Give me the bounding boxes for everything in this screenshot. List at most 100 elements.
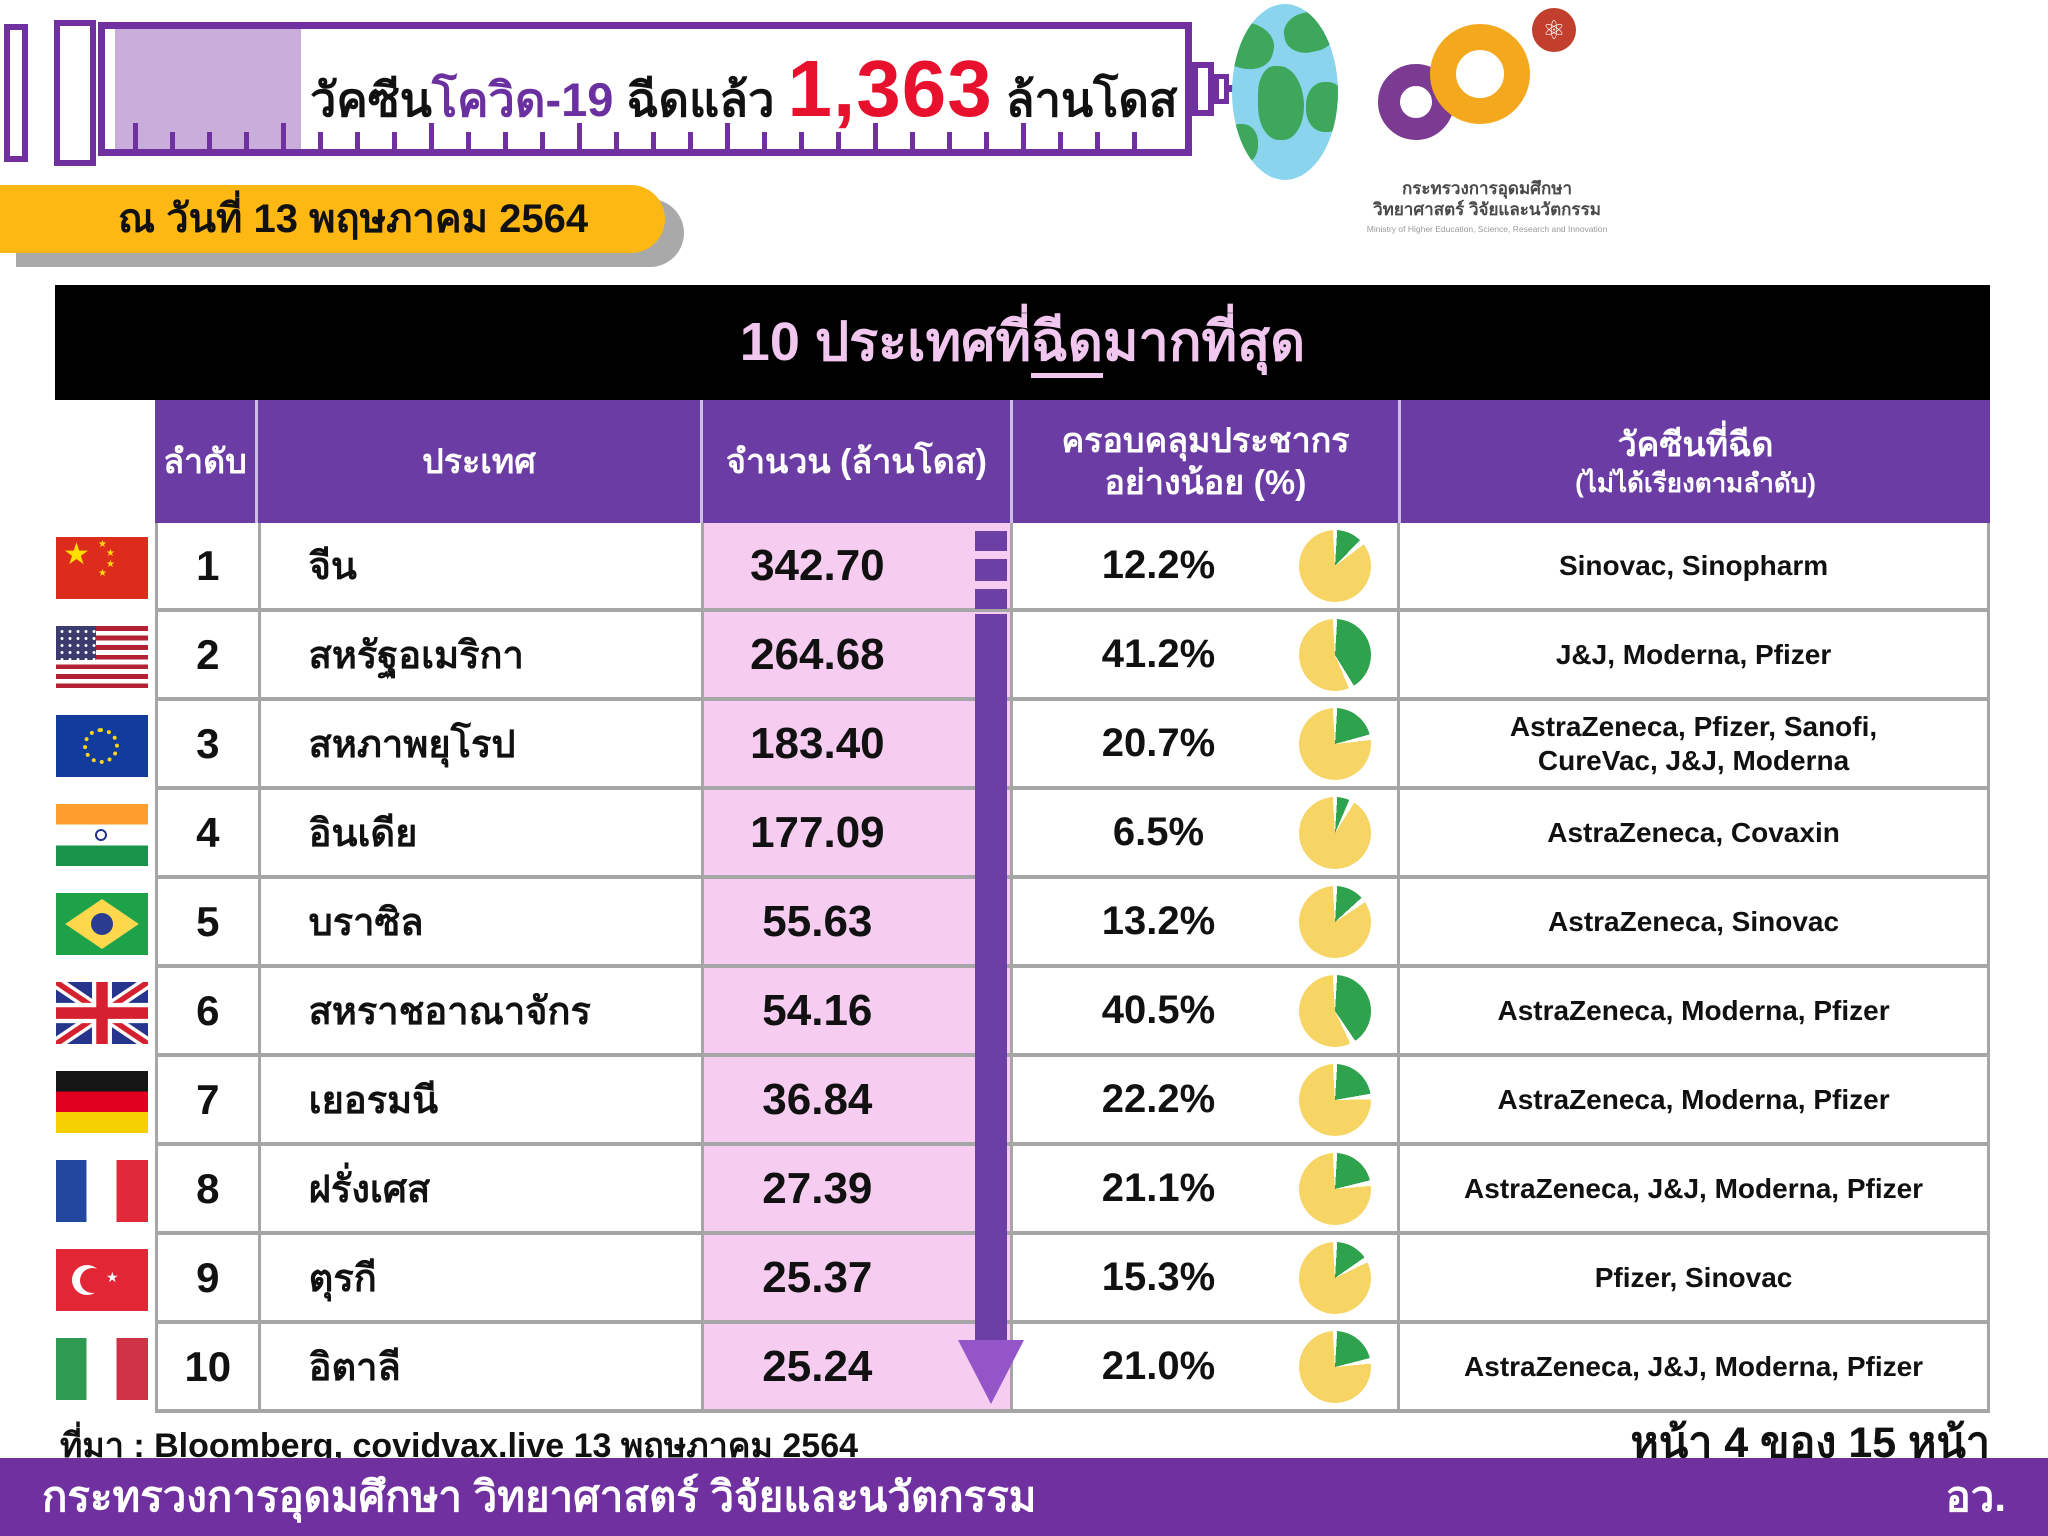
doses-cell: 27.39 xyxy=(701,1146,1011,1231)
column-header-vaccines-main: วัคซีนที่ฉีด xyxy=(1617,425,1774,464)
syringe-tick xyxy=(1095,132,1100,149)
column-header-doses: จำนวน (ล้านโดส) xyxy=(700,400,1010,523)
coverage-cell: 22.2% xyxy=(1010,1057,1397,1142)
title-middle: ฉีดแล้ว xyxy=(613,73,788,126)
date-banner: ณ วันที่ 13 พฤษภาคม 2564 xyxy=(0,185,665,253)
syringe-fill-level xyxy=(115,29,301,149)
syringe-tick xyxy=(910,132,915,149)
column-header-country: ประเทศ xyxy=(255,400,700,523)
coverage-cell: 6.5% xyxy=(1010,790,1397,875)
total-doses-number: 1,363 xyxy=(787,44,993,133)
coverage-pie-chart-icon xyxy=(1299,1241,1372,1314)
syringe-tick xyxy=(1058,132,1063,149)
syringe-tick xyxy=(873,123,878,149)
logo-thai-line2: วิทยาศาสตร์ วิจัยและนวัตกรรม xyxy=(1373,200,1601,219)
coverage-pie-chart-icon xyxy=(1299,796,1372,869)
country-cell: สหภาพยุโรป xyxy=(257,701,702,786)
table-row: 4 อินเดีย 177.09 6.5% AstraZeneca, Covaxin xyxy=(155,790,1990,879)
coverage-pie-chart-icon xyxy=(1299,1152,1372,1225)
logo-ministry-name: กระทรวงการอุดมศึกษา วิทยาศาสตร์ วิจัยและ… xyxy=(1352,178,1622,220)
coverage-percent: 20.7% xyxy=(1101,721,1216,765)
syringe-tick xyxy=(688,132,693,149)
vaccines-cell: J&J, Moderna, Pfizer xyxy=(1397,612,1987,697)
doses-cell: 25.37 xyxy=(701,1235,1011,1320)
rank-cell: 8 xyxy=(196,1164,220,1212)
column-header-coverage: ครอบคลุมประชากร อย่างน้อย (%) xyxy=(1010,400,1398,523)
table-row: 1 จีน 342.70 12.2% Sinovac, Sinopharm xyxy=(155,523,1990,612)
coverage-percent: 41.2% xyxy=(1101,632,1216,676)
syringe-tick xyxy=(466,132,471,149)
rank-cell: 6 xyxy=(196,986,220,1034)
syringe-tick xyxy=(1132,132,1137,149)
coverage-pie-chart-icon xyxy=(1299,529,1372,602)
flag-icon-cn: ★ ★ ★ ★ ★ xyxy=(56,537,148,599)
rank-cell: 10 xyxy=(184,1342,232,1390)
coverage-pie-chart-icon xyxy=(1299,885,1372,958)
syringe-tick xyxy=(725,123,730,149)
syringe-tick xyxy=(540,132,545,149)
descending-arrow-head-icon xyxy=(958,1340,1024,1404)
coverage-cell: 20.7% xyxy=(1010,701,1397,786)
globe-land-4 xyxy=(1306,82,1338,132)
country-cell: อินเดีย xyxy=(257,790,702,875)
arrow-dash-2 xyxy=(975,559,1007,581)
syringe-tick xyxy=(577,123,582,149)
coverage-pie-chart-icon xyxy=(1299,707,1372,780)
logo-thai-line1: กระทรวงการอุดมศึกษา xyxy=(1402,179,1572,198)
coverage-percent: 22.2% xyxy=(1101,1077,1216,1121)
column-header-vaccines-sub: (ไม่ได้เรียงตามลำดับ) xyxy=(1575,467,1816,498)
vaccines-cell: Pfizer, Sinovac xyxy=(1397,1235,1987,1320)
table-title-suffix: มากที่สุด xyxy=(1102,312,1306,372)
syringe-tick xyxy=(355,132,360,149)
coverage-cell: 21.1% xyxy=(1010,1146,1397,1231)
coverage-cell: 13.2% xyxy=(1010,879,1397,964)
syringe-hub-tip-icon xyxy=(1214,74,1229,104)
coverage-cell: 41.2% xyxy=(1010,612,1397,697)
syringe-barrel-banner: วัคซีนโควิด-19 ฉีดแล้ว 1,363 ล้านโดส xyxy=(98,22,1192,156)
syringe-tick xyxy=(799,132,804,149)
as-of-date: ณ วันที่ 13 พฤษภาคม 2564 xyxy=(118,197,589,241)
doses-cell: 36.84 xyxy=(701,1057,1011,1142)
column-header-vaccines: วัคซีนที่ฉีด (ไม่ได้เรียงตามลำดับ) xyxy=(1398,400,1990,523)
coverage-percent: 6.5% xyxy=(1112,810,1205,854)
vaccines-cell: AstraZeneca, Sinovac xyxy=(1397,879,1987,964)
earth-globe-icon xyxy=(1232,4,1338,180)
rank-cell: 3 xyxy=(196,719,220,767)
syringe-tick xyxy=(392,132,397,149)
syringe-tick xyxy=(947,132,952,149)
syringe-hub-icon xyxy=(1192,62,1214,116)
title-covid: โควิด-19 xyxy=(431,73,614,126)
syringe-tick xyxy=(133,123,138,149)
ministry-logo: ⚛ กระทรวงการอุดมศึกษา วิทยาศาสตร์ วิจัยแ… xyxy=(1367,8,1607,243)
title-prefix: วัคซีน xyxy=(310,73,432,126)
doses-cell: 342.70 xyxy=(701,523,1011,608)
table-title-underlined: ฉีด xyxy=(1031,312,1103,378)
country-cell: จีน xyxy=(257,523,702,608)
vaccines-cell: AstraZeneca, J&J, Moderna, Pfizer xyxy=(1397,1324,1987,1409)
table-row: 7 เยอรมนี 36.84 22.2% AstraZeneca, Moderna, … xyxy=(155,1057,1990,1146)
column-header-rank: ลำดับ xyxy=(163,442,247,481)
flag-icon-br xyxy=(56,893,148,955)
doses-cell: 264.68 xyxy=(701,612,1011,697)
doses-cell: 183.40 xyxy=(701,701,1011,786)
descending-arrow-shaft xyxy=(975,614,1007,1342)
main-title: วัคซีนโควิด-19 ฉีดแล้ว 1,363 ล้านโดส xyxy=(310,29,1178,149)
table-row: 2 สหรัฐอเมริกา 264.68 41.2% J&J, Moderna, Pf… xyxy=(155,612,1990,701)
table-row: 8 ฝรั่งเศส 27.39 21.1% AstraZeneca, J&J, Mod… xyxy=(155,1146,1990,1235)
syringe-tick xyxy=(207,132,212,149)
table-body: 1 จีน 342.70 12.2% Sinovac, Sinopharm 2 สหรัฐอ… xyxy=(155,523,1990,1413)
vaccines-cell: AstraZeneca, Pfizer, Sanofi, CureVac, J&… xyxy=(1397,701,1987,786)
flag-icon-de xyxy=(56,1071,148,1133)
rank-cell: 4 xyxy=(196,808,220,856)
table-header-row: ลำดับ ประเทศ จำนวน (ล้านโดส) ครอบคลุมประ… xyxy=(155,400,1990,523)
rank-cell: 1 xyxy=(196,541,220,589)
rank-cell: 2 xyxy=(196,630,220,678)
flag-icon-it xyxy=(56,1338,148,1400)
doses-cell: 177.09 xyxy=(701,790,1011,875)
coverage-pie-chart-icon xyxy=(1299,974,1372,1047)
syringe-tick xyxy=(651,132,656,149)
coverage-percent: 40.5% xyxy=(1101,988,1216,1032)
rank-cell: 7 xyxy=(196,1075,220,1123)
coverage-percent: 15.3% xyxy=(1101,1255,1216,1299)
